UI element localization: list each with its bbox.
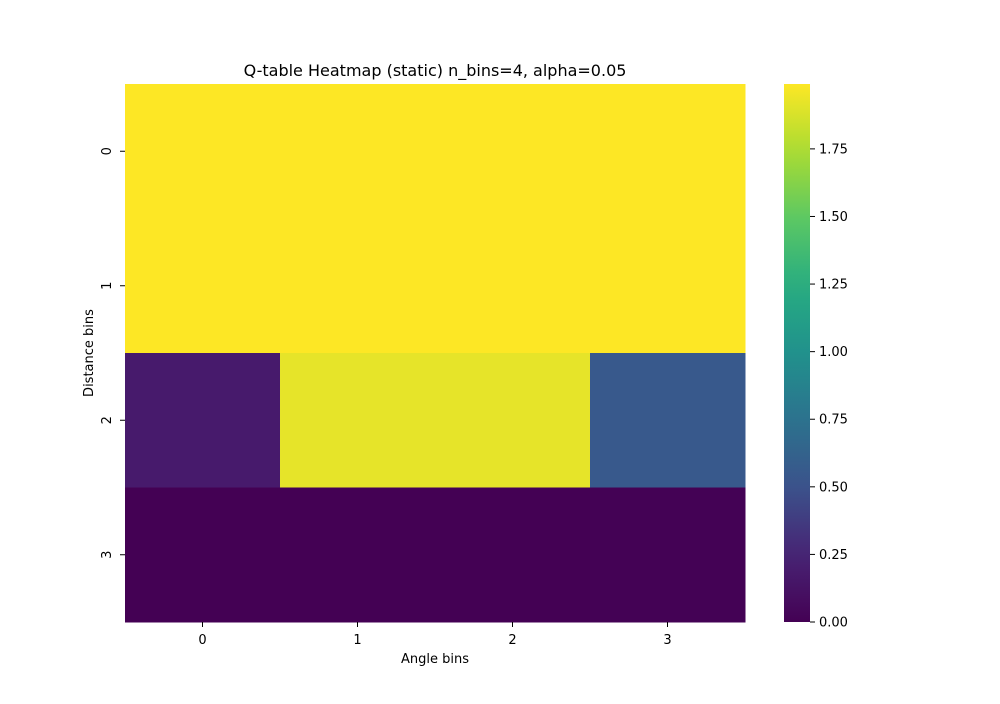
x-axis-label: Angle bins	[401, 652, 469, 667]
heatmap-cell-r3-c2	[435, 487, 591, 623]
heatmap-cell-r2-c0	[125, 353, 281, 488]
colorbar-tick-label: 0.75	[819, 413, 848, 428]
x-axis-ticks: 0 1 2 3	[198, 622, 672, 648]
heatmap-cell-r0-c0	[125, 84, 281, 219]
colorbar-tick-label: 0.25	[819, 548, 848, 563]
heatmap-cell-r2-c1	[280, 353, 436, 488]
x-tick-label: 2	[508, 633, 516, 648]
y-tick-label: 0	[100, 147, 115, 155]
chart-title: Q-table Heatmap (static) n_bins=4, alpha…	[244, 61, 627, 81]
colorbar	[784, 84, 810, 622]
heatmap-cell-r3-c3	[590, 487, 746, 623]
x-tick-label: 0	[198, 633, 206, 648]
heatmap-cell-r1-c2	[435, 218, 591, 354]
heatmap-cell-r1-c1	[280, 218, 436, 354]
heatmap-cell-r3-c1	[280, 487, 436, 623]
colorbar-ticks: 0.00 0.25 0.50 0.75 1.00 1.25 1.50 1.75	[810, 142, 848, 631]
colorbar-tick-label: 1.25	[819, 278, 848, 293]
colorbar-tick-label: 1.75	[819, 142, 848, 157]
heatmap-cell-r1-c3	[590, 218, 746, 354]
colorbar-tick-label: 1.50	[819, 210, 848, 225]
y-tick-label: 2	[100, 416, 115, 424]
heatmap-cell-r2-c2	[435, 353, 591, 488]
y-tick-label: 1	[100, 282, 115, 290]
y-axis-label: Distance bins	[82, 309, 97, 397]
colorbar-tick-label: 1.00	[819, 345, 848, 360]
heatmap-cell-r0-c2	[435, 84, 591, 219]
heatmap-cell-r2-c3	[590, 353, 746, 488]
y-tick-label: 3	[100, 551, 115, 559]
x-tick-label: 1	[353, 633, 361, 648]
y-axis-ticks: 0 1 2 3	[100, 147, 125, 559]
heatmap-cell-r0-c3	[590, 84, 746, 219]
colorbar-tick-label: 0.50	[819, 480, 848, 495]
heatmap-cells	[125, 84, 746, 623]
heatmap-cell-r3-c0	[125, 487, 281, 623]
heatmap-cell-r1-c0	[125, 218, 281, 354]
x-tick-label: 3	[663, 633, 671, 648]
colorbar-tick-label: 0.00	[819, 616, 848, 631]
heatmap-cell-r0-c1	[280, 84, 436, 219]
